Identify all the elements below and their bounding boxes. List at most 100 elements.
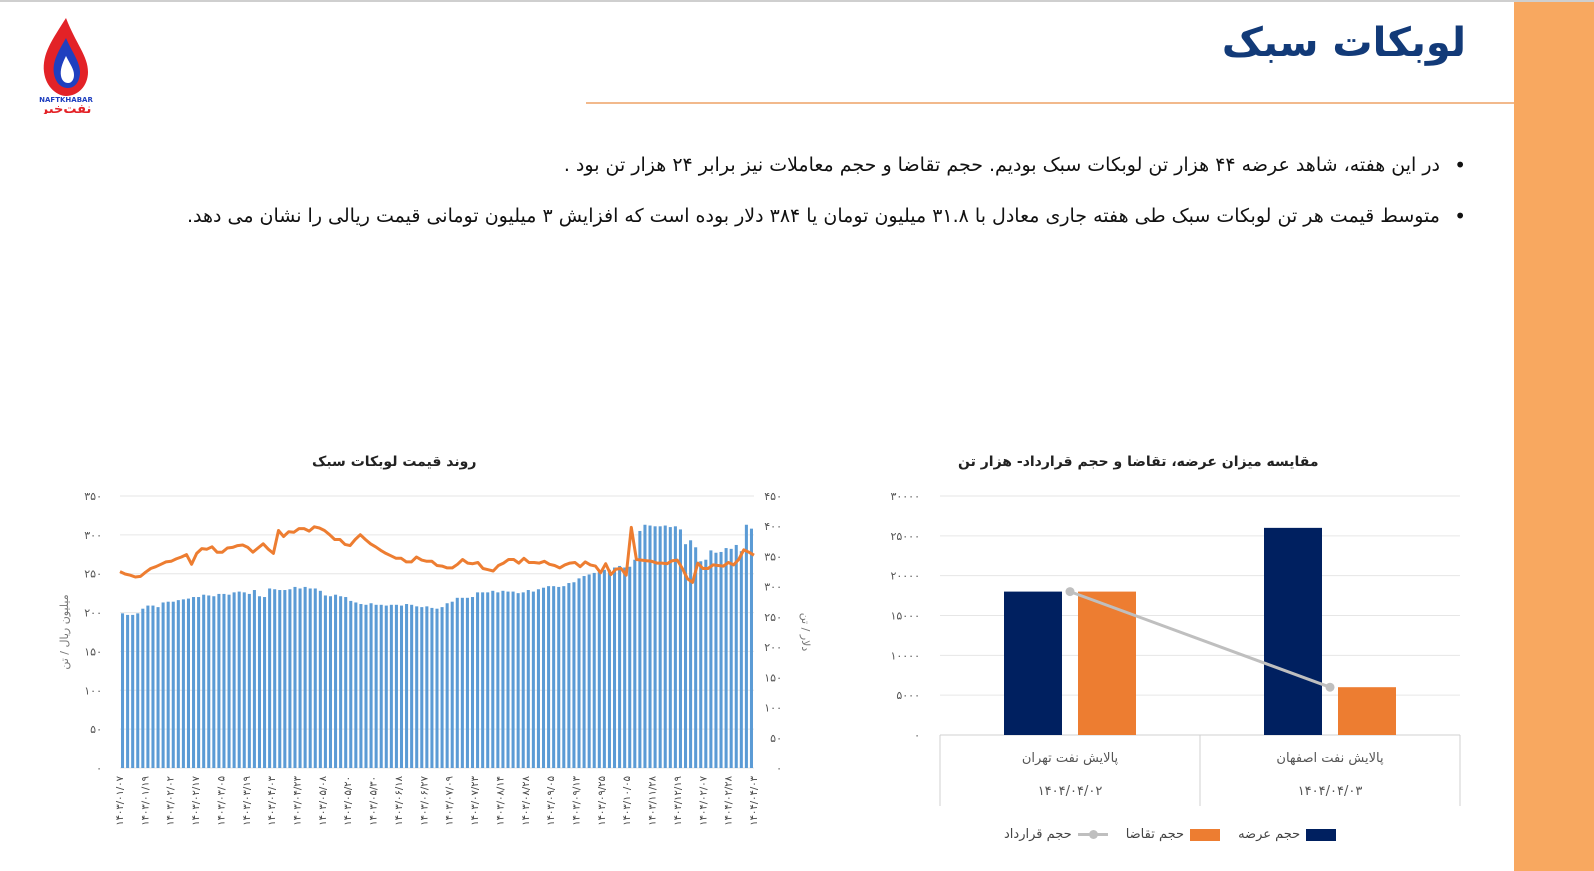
page-title: لوبکات سبک (1221, 20, 1466, 66)
price-bar (364, 604, 368, 768)
price-bar (653, 526, 657, 768)
x-tick-label: ۱۴۰۳/۰۸/۱۴ (495, 776, 506, 826)
x-tick-label: ۱۴۰۳/۰۷/۰۹ (445, 776, 456, 826)
x-tick-label: ۱۴۰۳/۱۰/۰۵ (622, 776, 633, 826)
y-tick-label-left: ۳۰۰ (84, 529, 102, 542)
y-tick-label: ۱۵۰۰۰ (890, 610, 920, 623)
price-bar (435, 608, 439, 768)
category-label: پالایش نفت اصفهان (1276, 751, 1384, 766)
price-bar (298, 588, 302, 768)
price-bar (552, 586, 556, 768)
price-bar (227, 594, 231, 768)
x-tick-label: ۱۴۰۳/۰۳/۱۹ (242, 776, 253, 826)
price-bar (618, 565, 622, 768)
price-bar (237, 591, 241, 768)
x-tick-label: ۱۴۰۳/۰۴/۲۳ (293, 775, 304, 825)
price-bar (481, 592, 485, 768)
price-bar (699, 561, 703, 768)
price-bar (689, 540, 693, 768)
price-bar (678, 529, 682, 768)
price-trend-chart: ۰ ۵۰ ۱۰۰ ۱۵۰ ۲۰۰ ۲۵۰ ۳۰۰ ۳۵۰ ۰ ۵۰ ۱۰۰ ۱۵۰ ۲۰۰ ۲۵۰ ۳۰۰ ۳… (58, 490, 812, 826)
price-bar (252, 590, 256, 768)
y-tick-label-left: ۱۵۰ (84, 645, 102, 658)
price-bar (202, 594, 206, 768)
x-tick-label: ۱۴۰۳/۰۲/۱۷ (191, 775, 202, 825)
x-tick-label: ۱۴۰۳/۰۶/۲۷ (419, 775, 430, 825)
price-bar (714, 552, 718, 768)
price-bar (131, 614, 135, 768)
y-tick-label-left: ۵۰ (90, 723, 102, 736)
price-bar (263, 597, 267, 768)
price-bar (399, 605, 404, 768)
price-bar (460, 597, 464, 768)
legend-contract: حجم قرارداد (1004, 827, 1108, 842)
dollar-price-line (119, 525, 755, 584)
price-bar (192, 597, 196, 768)
price-bar (323, 595, 327, 768)
price-bar (334, 594, 338, 768)
price-bar (501, 590, 505, 768)
category-label: پالایش نفت تهران (1022, 751, 1119, 766)
top-border (0, 0, 1594, 2)
y-tick-label-right: ۱۵۰ (764, 671, 782, 684)
legend-supply: حجم عرضه (1238, 827, 1337, 842)
contract-point (1325, 682, 1335, 692)
price-bar (486, 592, 490, 768)
x-tick-label: ۱۴۰۳/۰۹/۲۵ (597, 776, 608, 826)
price-bar (587, 574, 591, 768)
price-bar (638, 530, 642, 768)
price-bar (288, 589, 292, 768)
price-bar (643, 524, 647, 768)
x-tick-label: ۱۴۰۳/۰۱/۱۹ (140, 776, 151, 826)
price-bar (303, 586, 307, 768)
legend-swatch (1190, 828, 1221, 841)
compare-legend: حجم عرضه حجم تقاضا حجم قرارداد (1004, 827, 1337, 842)
price-bar (354, 602, 358, 768)
category-date: ۱۴۰۴/۰۴/۰۲ (1038, 784, 1103, 799)
price-bar (217, 593, 221, 768)
category-date: ۱۴۰۴/۰۴/۰۳ (1298, 784, 1363, 799)
price-bar (597, 572, 601, 768)
x-tick-label: ۱۴۰۳/۰۱/۰۷ (115, 775, 126, 825)
y-tick-label: ۲۵۰۰۰ (890, 530, 920, 543)
price-bar (384, 605, 388, 768)
x-tick-label: ۱۴۰۳/۱۱/۲۸ (648, 775, 659, 825)
price-bar (212, 596, 216, 768)
price-bar (440, 607, 444, 768)
price-bar (577, 578, 581, 768)
price-bar (612, 567, 617, 768)
price-bar (176, 600, 180, 768)
price-bar (232, 592, 236, 768)
y-tick-label-right: ۴۰۰ (764, 520, 782, 533)
price-bar (268, 588, 272, 768)
price-bar (420, 607, 424, 768)
price-bar (562, 586, 566, 768)
y-tick-label-right: ۳۵۰ (764, 550, 782, 563)
price-bar (430, 607, 434, 768)
demand-bar (1078, 591, 1136, 735)
price-bar (628, 566, 632, 768)
legend-label: حجم عرضه (1238, 827, 1301, 842)
price-bar (516, 593, 520, 768)
price-chart-title: روند قیمت لوبکات سبک (312, 454, 477, 470)
price-bar (724, 548, 728, 768)
y-tick-label: ۱۰۰۰۰ (890, 649, 920, 662)
price-bar (126, 614, 130, 768)
price-bar (709, 550, 713, 768)
price-bar (684, 544, 688, 768)
y-tick-label-left: ۲۰۰ (84, 607, 102, 620)
logo-text: نفت‌خبر (40, 102, 92, 114)
y-tick-label-left: ۰ (96, 762, 102, 775)
price-bar (146, 605, 150, 768)
x-tick-label: ۱۴۰۳/۰۶/۱۸ (394, 775, 405, 825)
price-bar (557, 586, 561, 768)
price-bar (369, 603, 373, 768)
title-divider (586, 102, 1514, 104)
x-tick-label: ۱۴۰۳/۰۷/۲۳ (470, 775, 481, 825)
price-bar (547, 586, 551, 768)
supply-bar (1004, 591, 1062, 735)
price-bar (719, 551, 723, 768)
price-bar (349, 600, 353, 768)
x-tick-label: ۱۴۰۳/۰۹/۰۵ (546, 776, 557, 826)
y-tick-label: ۲۰۰۰۰ (890, 570, 920, 583)
